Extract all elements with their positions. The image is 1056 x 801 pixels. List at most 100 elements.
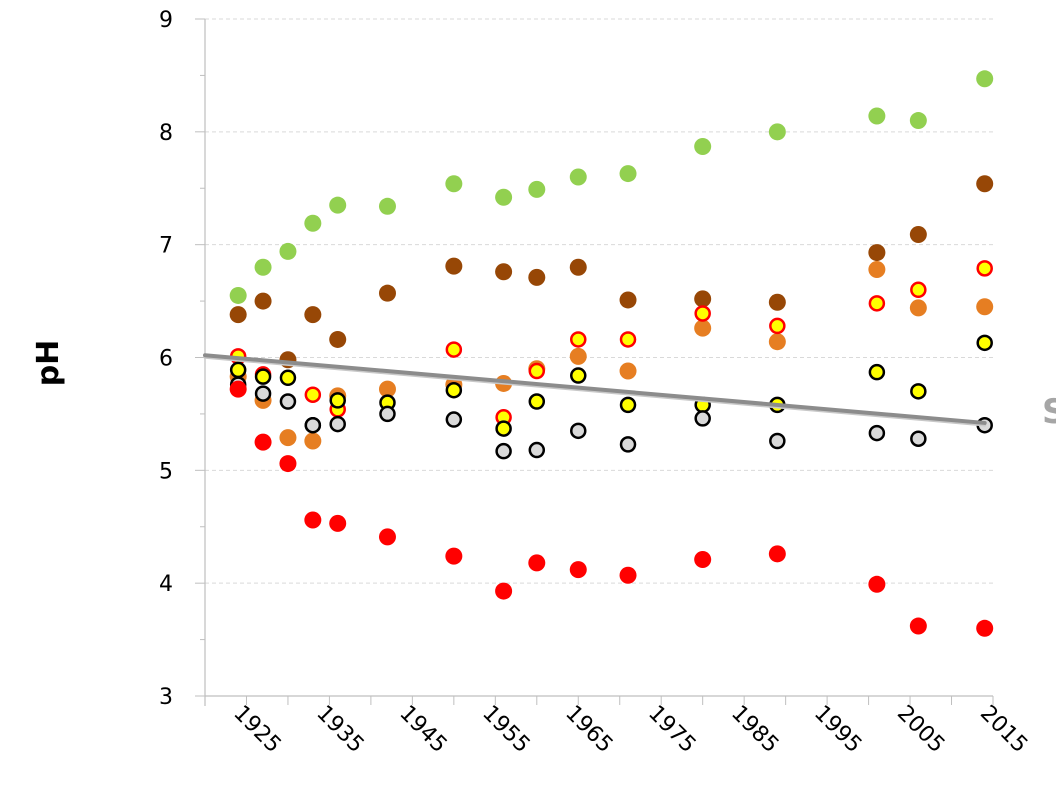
- data-point: [279, 242, 297, 260]
- data-point: [329, 514, 347, 532]
- y-tick-label: 7: [159, 234, 173, 259]
- data-point: [619, 331, 637, 348]
- data-point: [378, 284, 396, 302]
- data-point: [378, 528, 396, 546]
- data-point: [619, 566, 637, 584]
- data-point: [976, 260, 993, 277]
- x-tick-label: 1945: [394, 701, 451, 758]
- data-point: [910, 430, 927, 447]
- data-point: [976, 619, 994, 637]
- y-tick-label: 6: [159, 347, 173, 372]
- data-point: [909, 299, 927, 317]
- data-point: [619, 362, 637, 380]
- data-point: [768, 545, 786, 563]
- data-point: [279, 369, 297, 387]
- data-point: [868, 575, 886, 593]
- data-point: [229, 306, 247, 324]
- data-point: [694, 410, 711, 427]
- data-point: [528, 268, 546, 286]
- data-point: [694, 550, 712, 568]
- data-point: [570, 331, 587, 348]
- data-point: [304, 214, 322, 232]
- annotation-text: S: [1042, 392, 1056, 432]
- data-point: [619, 165, 637, 183]
- data-point: [910, 383, 927, 400]
- data-point: [445, 257, 463, 275]
- data-point: [769, 317, 786, 335]
- data-point: [379, 405, 396, 423]
- data-point: [495, 582, 513, 600]
- data-point: [528, 180, 546, 198]
- data-point: [768, 333, 786, 351]
- data-point: [254, 368, 272, 385]
- data-point: [329, 196, 347, 214]
- data-point: [445, 341, 463, 358]
- x-tick-label: 2015: [975, 701, 1032, 758]
- x-tick-label: 1985: [726, 701, 783, 758]
- data-point: [768, 293, 786, 311]
- data-point: [569, 561, 587, 579]
- data-point: [329, 330, 347, 348]
- data-point: [254, 258, 272, 276]
- y-tick-label: 9: [159, 8, 173, 33]
- data-point: [279, 429, 297, 447]
- y-tick-label: 4: [159, 572, 173, 597]
- data-point: [976, 334, 993, 352]
- data-point: [304, 511, 322, 529]
- data-point: [619, 291, 637, 309]
- data-point: [304, 432, 322, 450]
- x-tick-label: 1975: [643, 701, 700, 758]
- axes: [195, 18, 994, 706]
- data-point: [768, 123, 786, 141]
- data-point: [569, 168, 587, 186]
- data-point: [495, 442, 512, 460]
- data-point: [329, 392, 346, 409]
- data-point: [445, 381, 463, 399]
- x-tick-label: 1955: [477, 701, 534, 758]
- data-point: [378, 197, 396, 215]
- data-point: [570, 367, 587, 384]
- data-point: [528, 441, 546, 459]
- data-point: [976, 175, 994, 193]
- trendline-group: [203, 353, 987, 427]
- data-point: [528, 554, 546, 572]
- data-point: [694, 319, 712, 337]
- trendline: [203, 353, 987, 425]
- x-tick-label: 2005: [892, 701, 949, 758]
- data-point: [868, 260, 886, 278]
- data-point: [570, 422, 587, 440]
- data-point: [329, 415, 346, 433]
- data-point: [909, 112, 927, 130]
- data-point: [229, 361, 247, 379]
- data-point: [910, 281, 927, 299]
- data-point: [694, 305, 711, 322]
- data-point: [254, 385, 272, 402]
- data-point: [569, 347, 587, 365]
- data-point: [569, 258, 587, 276]
- x-tick-label: 1995: [809, 701, 866, 758]
- data-point: [495, 420, 512, 437]
- data-point: [304, 306, 322, 324]
- data-point: [976, 70, 994, 88]
- data-point: [694, 290, 712, 308]
- data-point: [304, 416, 322, 434]
- x-tick-label: 1965: [560, 701, 617, 758]
- data-point: [619, 396, 637, 414]
- data-point: [868, 295, 886, 312]
- data-point: [528, 393, 546, 410]
- data-point: [619, 436, 637, 453]
- data-point: [445, 175, 463, 193]
- data-point: [909, 226, 927, 244]
- data-point: [378, 380, 396, 398]
- data-point: [868, 244, 886, 262]
- y-tick-label: 5: [159, 459, 173, 484]
- data-point: [229, 380, 247, 398]
- data-point: [254, 292, 272, 310]
- data-point: [229, 286, 247, 304]
- y-tick-label: 8: [159, 121, 173, 146]
- x-tick-label: 1925: [228, 701, 285, 758]
- data-points: [229, 70, 994, 637]
- data-point: [528, 362, 546, 380]
